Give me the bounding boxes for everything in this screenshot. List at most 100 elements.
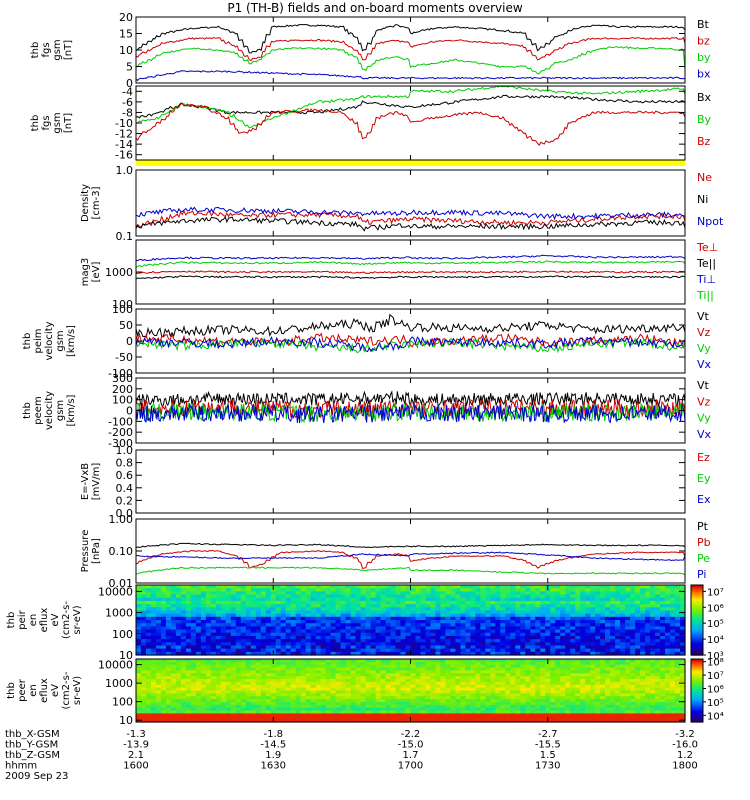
heatmap-cell	[141, 667, 147, 672]
heatmap-cell	[445, 679, 451, 683]
heatmap-cell	[290, 690, 297, 694]
heatmap-cell	[585, 676, 591, 680]
heatmap-cell	[595, 632, 601, 637]
heatmap-cell	[220, 594, 227, 599]
heatmap-cell	[460, 664, 466, 669]
heatmap-cell	[180, 585, 187, 589]
heatmap-cell	[250, 629, 257, 634]
heatmap-cell	[180, 591, 187, 596]
heatmap-cell	[470, 681, 476, 686]
heatmap-cell	[490, 661, 496, 666]
heatmap-cell	[595, 623, 601, 627]
heatmap-cell	[510, 607, 516, 612]
heatmap-cell	[660, 629, 666, 634]
heatmap-cell	[415, 693, 422, 697]
heatmap-cell	[555, 707, 561, 712]
heatmap-cell	[425, 600, 432, 605]
heatmap-cell	[151, 713, 157, 717]
heatmap-cell	[450, 585, 456, 589]
heatmap-cell	[235, 616, 242, 621]
heatmap-cell	[275, 594, 282, 599]
heatmap-cell	[136, 667, 142, 672]
heatmap-cell	[625, 699, 631, 703]
heatmap-cell	[610, 702, 616, 706]
heatmap-cell	[141, 673, 147, 677]
heatmap-cell	[260, 597, 267, 602]
heatmap-cell	[445, 610, 451, 615]
heatmap-cell	[580, 661, 586, 666]
colorbar-segment	[691, 585, 703, 588]
heatmap-cell	[220, 716, 227, 720]
heatmap-cell	[435, 699, 442, 703]
heatmap-cell	[275, 648, 282, 653]
heatmap-cell	[290, 620, 297, 624]
heatmap-cell	[430, 635, 437, 640]
heatmap-cell	[535, 639, 541, 643]
heatmap-cell	[410, 639, 417, 643]
heatmap-cell	[575, 620, 581, 624]
heatmap-cell	[305, 676, 312, 680]
heatmap-cell	[390, 651, 397, 656]
heatmap-cell	[170, 607, 177, 612]
heatmap-cell	[161, 716, 167, 720]
heatmap-cell	[370, 673, 377, 677]
heatmap-cell	[310, 661, 317, 666]
heatmap-cell	[300, 707, 307, 712]
heatmap-cell	[245, 707, 252, 712]
heatmap-cell	[250, 610, 257, 615]
heatmap-cell	[585, 681, 591, 686]
heatmap-cell	[240, 588, 247, 592]
heatmap-cell	[600, 604, 606, 608]
heatmap-cell	[195, 591, 202, 596]
heatmap-cell	[380, 693, 387, 697]
heatmap-cell	[470, 707, 476, 712]
heatmap-cell	[350, 687, 357, 692]
heatmap-cell	[156, 670, 162, 674]
heatmap-cell	[225, 704, 232, 709]
heatmap-cell	[575, 661, 581, 666]
heatmap-cell	[635, 588, 641, 592]
heatmap-cell	[205, 676, 212, 680]
heatmap-cell	[410, 659, 417, 663]
heatmap-cell	[235, 667, 242, 672]
heatmap-cell	[380, 626, 387, 631]
heatmap-cell	[605, 710, 611, 714]
heatmap-cell	[545, 600, 551, 605]
heatmap-cell	[325, 613, 332, 618]
heatmap-cell	[420, 699, 427, 703]
heatmap-cell	[250, 719, 257, 723]
heatmap-cell	[555, 648, 561, 653]
heatmap-cell	[610, 719, 616, 723]
heatmap-cell	[315, 610, 322, 615]
heatmap-cell	[680, 607, 686, 612]
heatmap-cell	[225, 693, 232, 697]
heatmap-cell	[355, 632, 362, 637]
heatmap-cell	[230, 594, 237, 599]
heatmap-cell	[450, 639, 456, 643]
heatmap-cell	[345, 620, 352, 624]
heatmap-cell	[635, 594, 641, 599]
heatmap-cell	[600, 713, 606, 717]
heatmap-cell	[430, 620, 437, 624]
heatmap-cell	[156, 588, 162, 592]
heatmap-cell	[410, 642, 417, 647]
heatmap-cell	[360, 620, 367, 624]
colorbar-segment	[691, 648, 703, 651]
heatmap-cell	[520, 610, 526, 615]
heatmap-cell	[375, 626, 382, 631]
heatmap-cell	[185, 600, 192, 605]
heatmap-cell	[610, 659, 616, 663]
heatmap-cell	[320, 661, 327, 666]
heatmap-cell	[425, 676, 432, 680]
heatmap-cell	[390, 681, 397, 686]
panel-peir_spec: thb peir en eflux eV (cm2-s-sr-eV)	[6, 584, 706, 656]
heatmap-cell	[240, 648, 247, 653]
heatmap-cell	[180, 690, 187, 694]
heatmap-cell	[520, 716, 526, 720]
heatmap-cell	[500, 600, 506, 605]
heatmap-cell	[136, 620, 142, 624]
heatmap-cell	[230, 681, 237, 686]
heatmap-cell	[380, 588, 387, 592]
heatmap-cell	[575, 699, 581, 703]
colorbar-segment	[691, 646, 703, 649]
